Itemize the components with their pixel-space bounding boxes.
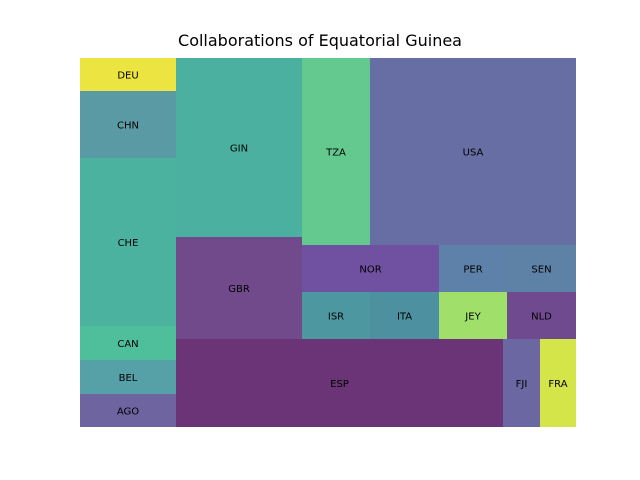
treemap-cell-deu <box>80 58 176 91</box>
treemap-cell-gbr <box>176 237 302 339</box>
treemap-cell-esp <box>176 339 503 427</box>
treemap-cell-ago <box>80 394 176 427</box>
treemap-label-bel: BEL <box>119 373 138 384</box>
treemap-label-fra: FRA <box>548 379 567 390</box>
treemap-cell-fji <box>503 339 540 427</box>
treemap-cell-gin <box>176 58 302 237</box>
treemap-label-usa: USA <box>463 148 484 159</box>
treemap-label-ita: ITA <box>397 312 412 323</box>
treemap-label-gin: GIN <box>230 144 248 155</box>
treemap-label-chn: CHN <box>117 121 139 132</box>
treemap-cell-bel <box>80 360 176 394</box>
treemap-cell-isr <box>302 292 370 339</box>
treemap-label-isr: ISR <box>328 312 344 323</box>
treemap-cell-tza <box>302 58 370 245</box>
treemap-cell-sen <box>507 245 576 292</box>
treemap-label-tza: TZA <box>325 148 346 159</box>
treemap-cell-ita <box>370 292 439 339</box>
treemap-label-che: CHE <box>118 238 139 249</box>
treemap-label-deu: DEU <box>117 71 138 82</box>
treemap-cell-can <box>80 326 176 360</box>
treemap-label-nld: NLD <box>531 312 552 323</box>
treemap-cell-fra <box>540 339 576 427</box>
treemap-label-jey: JEY <box>464 312 481 323</box>
treemap-cell-per <box>439 245 507 292</box>
treemap-cell-chn <box>80 91 176 158</box>
treemap-cell-usa <box>370 58 576 245</box>
treemap-cell-che <box>80 158 176 326</box>
treemap-cells: DEU CHN CHE CAN BEL AGO GIN GBR TZA USA NOR PER SEN I… <box>80 58 576 427</box>
treemap-cell-jey <box>439 292 507 339</box>
chart-title: Collaborations of Equatorial Guinea <box>178 31 462 50</box>
treemap-cell-nor <box>302 245 439 292</box>
treemap-cell-nld <box>507 292 576 339</box>
treemap-label-per: PER <box>463 265 482 276</box>
treemap-label-can: CAN <box>117 339 138 350</box>
treemap-label-ago: AGO <box>117 407 139 418</box>
treemap-label-esp: ESP <box>330 379 349 390</box>
treemap-label-nor: NOR <box>359 265 381 276</box>
treemap-label-fji: FJI <box>516 379 528 390</box>
treemap-label-gbr: GBR <box>228 284 250 295</box>
treemap-label-sen: SEN <box>531 265 551 276</box>
